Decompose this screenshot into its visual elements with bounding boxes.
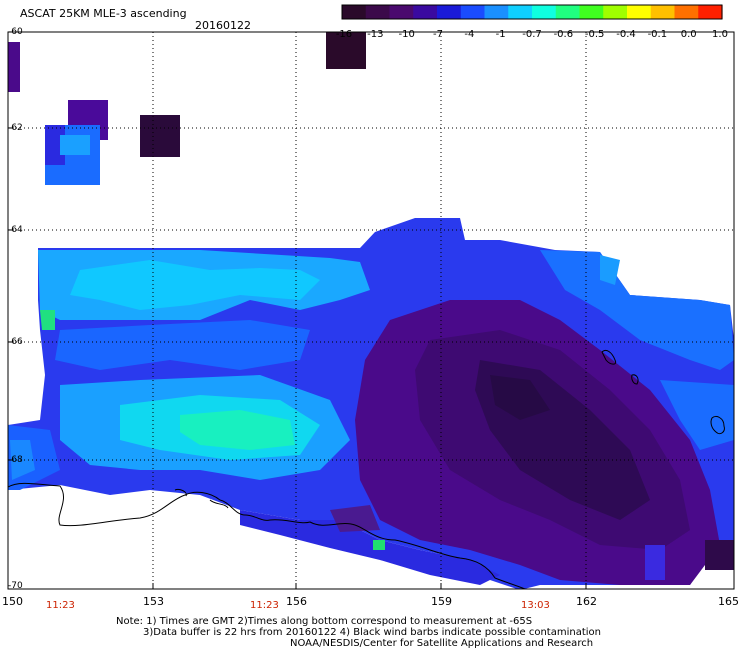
colorbar-swatch <box>603 5 628 19</box>
lat-label: -70 <box>8 581 23 591</box>
product-title: ASCAT 25KM MLE-3 ascending <box>20 7 187 20</box>
lat-label: -60 <box>8 27 23 37</box>
colorbar-tick-label: -4 <box>464 29 475 40</box>
colorbar-swatch <box>698 5 723 19</box>
colorbar-tick-label: -1 <box>495 29 506 40</box>
colorbar-tick-label: -0.4 <box>616 29 636 40</box>
colorbar-tick-label: -7 <box>433 29 443 40</box>
colorbar-swatch <box>460 5 486 19</box>
lon-label: 153 <box>143 595 164 608</box>
coastline <box>7 349 725 590</box>
pass-time: 11:23 <box>46 600 75 611</box>
footnote-line-1: Note: 1) Times are GMT 2)Times along bot… <box>116 616 533 627</box>
colorbar-swatch <box>674 5 699 19</box>
colorbar-swatch <box>555 5 581 19</box>
colorbar-tick-label: 1.0 <box>712 29 728 40</box>
colorbar-tick-label: 0.0 <box>680 29 697 40</box>
colorbar-swatch <box>365 5 391 19</box>
footnote-credit: NOAA/NESDIS/Center for Satellite Applica… <box>290 638 594 649</box>
colorbar-swatch <box>484 5 509 19</box>
colorbar-tick-label: -16 <box>335 29 353 40</box>
pass-time: 13:03 <box>521 600 550 611</box>
lon-label: 150 <box>2 595 23 608</box>
gridlines <box>8 32 734 589</box>
lat-label: -64 <box>8 225 23 235</box>
colorbar-tick-label: -0.6 <box>553 29 574 40</box>
colorbar-swatch <box>508 5 533 19</box>
lat-label: -62 <box>8 123 23 133</box>
colorbar <box>342 5 723 19</box>
colorbar-swatch <box>437 5 462 19</box>
colorbar-tick-label: -13 <box>367 29 384 40</box>
colorbar-swatch <box>579 5 604 19</box>
plot-frame <box>7 31 735 590</box>
lat-label: -66 <box>8 337 23 347</box>
colorbar-swatch <box>389 5 414 19</box>
lon-label: 162 <box>576 595 597 608</box>
data-pixels <box>8 32 734 589</box>
colorbar-swatch <box>532 5 557 19</box>
colorbar-frame <box>341 4 723 20</box>
lat-label: -68 <box>8 455 23 465</box>
lon-label: 165 <box>718 595 739 608</box>
colorbar-tick-label: -10 <box>398 29 415 40</box>
colorbar-tick-label: -0.5 <box>584 29 605 40</box>
colorbar-tick-label: -0.7 <box>522 29 542 40</box>
colorbar-tick-label: -0.1 <box>647 29 668 40</box>
colorbar-swatch <box>627 5 652 19</box>
colorbar-swatch <box>413 5 438 19</box>
lon-label: 159 <box>431 595 452 608</box>
lon-label: 156 <box>286 595 307 608</box>
colorbar-swatch <box>342 5 367 19</box>
footnote-line-2: 3)Data buffer is 22 hrs from 20160122 4)… <box>143 627 601 638</box>
axis-ticks <box>8 31 587 590</box>
pass-time: 11:23 <box>250 600 279 611</box>
product-date: 20160122 <box>195 19 251 32</box>
colorbar-swatch <box>650 5 676 19</box>
